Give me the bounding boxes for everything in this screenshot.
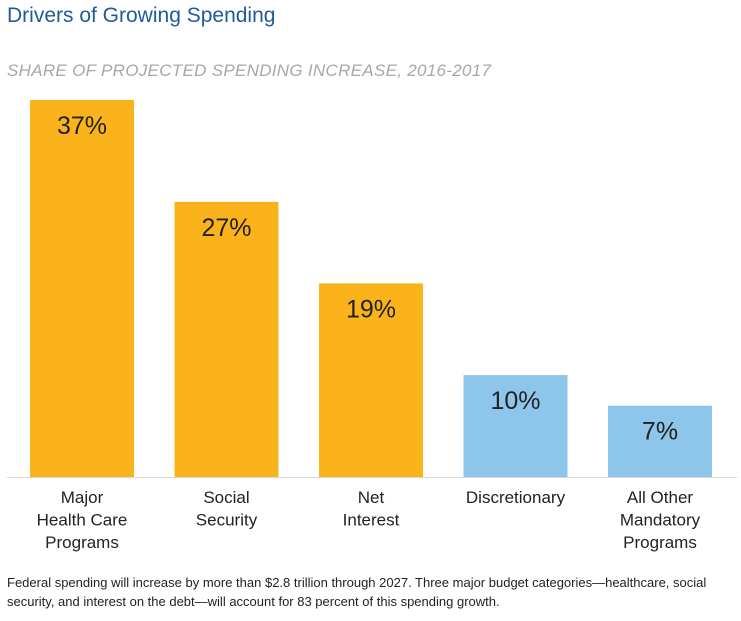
category-label-2: Net Interest [343,488,400,530]
category-label-line: Programs [623,533,697,552]
chart-subtitle: SHARE OF PROJECTED SPENDING INCREASE, 20… [7,61,492,80]
bar-value-label-1: 27% [201,214,251,242]
bar-value-label-0: 37% [57,112,107,140]
bar-value-label-3: 10% [490,387,540,415]
category-label-line: Health Care [37,511,128,530]
bar-4 [608,405,712,477]
bar-0 [30,100,134,477]
category-label-line: Major [61,488,104,507]
category-label-line: All Other [627,488,693,507]
chart-title: Drivers of Growing Spending [7,4,276,27]
category-label-line: Programs [45,533,119,552]
category-label-line: Mandatory [620,511,701,530]
category-label-line: Social [203,488,249,507]
bar-value-label-4: 7% [642,418,678,446]
chart-caption: Federal spending will increase by more t… [7,575,707,609]
category-label-4: All Other Mandatory Programs [620,488,701,552]
bar-value-label-2: 19% [346,295,396,323]
bar-2 [319,283,423,477]
category-label-line: Interest [343,511,400,530]
bar-chart: 37% Major Health Care Programs 27% Social Secu… [7,100,737,552]
category-label-1: Social Security [196,488,258,530]
category-label-line: Security [196,511,258,530]
category-label-line: Net [358,488,385,507]
category-label-3: Discretionary [466,488,566,507]
bar-3 [463,375,568,477]
category-label-0: Major Health Care Programs [37,488,128,552]
category-label-line: Discretionary [466,488,566,507]
bar-1 [174,201,279,477]
